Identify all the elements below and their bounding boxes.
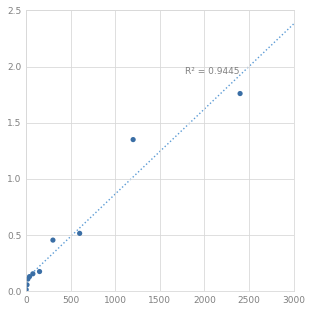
Text: R² = 0.9445: R² = 0.9445	[185, 66, 239, 76]
Point	[131, 137, 136, 142]
Point	[27, 274, 32, 279]
Point	[37, 269, 42, 274]
Point	[30, 271, 35, 276]
Point	[77, 231, 82, 236]
Point	[25, 276, 30, 281]
Point	[237, 91, 242, 96]
Point	[25, 282, 30, 287]
Point	[24, 287, 29, 292]
Point	[51, 238, 56, 243]
